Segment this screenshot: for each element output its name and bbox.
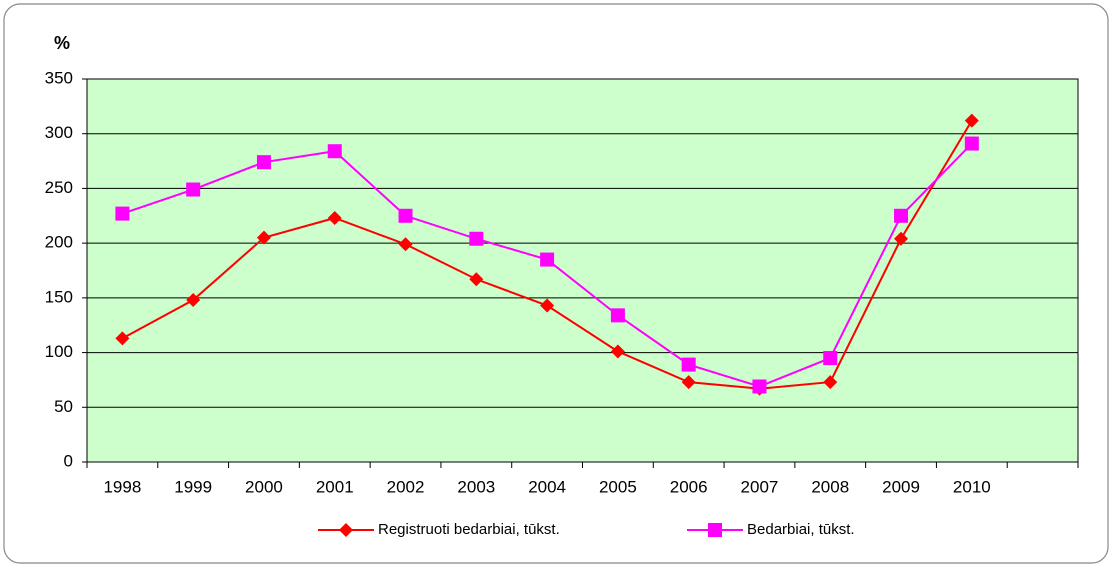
marker <box>708 523 722 537</box>
marker <box>894 208 909 223</box>
y-tick-label: 300 <box>45 123 73 142</box>
marker <box>540 298 555 313</box>
y-tick-label: 250 <box>45 178 73 197</box>
x-tick-label: 2008 <box>811 477 849 496</box>
marker <box>964 136 979 151</box>
x-tick-label: 2002 <box>387 477 425 496</box>
marker <box>256 155 271 170</box>
x-tick-label: 2010 <box>953 477 991 496</box>
marker <box>398 237 413 252</box>
marker <box>256 230 271 245</box>
x-tick-label: 1999 <box>174 477 212 496</box>
marker <box>540 252 555 267</box>
marker <box>610 344 625 359</box>
y-tick-label: 150 <box>45 287 73 306</box>
x-tick-label: 2007 <box>741 477 779 496</box>
marker <box>115 331 130 346</box>
y-tick-label: 100 <box>45 342 73 361</box>
legend-label: Registruoti bedarbiai, tūkst. <box>378 521 560 538</box>
x-tick-label: 2004 <box>528 477 566 496</box>
x-tick-label: 1998 <box>103 477 141 496</box>
x-tick-label: 2001 <box>316 477 354 496</box>
marker <box>681 357 696 372</box>
x-tick-label: 2003 <box>457 477 495 496</box>
marker <box>339 523 353 537</box>
marker <box>398 208 413 223</box>
marker <box>964 113 979 128</box>
marker <box>894 231 909 246</box>
y-tick-label: 50 <box>54 397 73 416</box>
marker <box>115 206 130 221</box>
marker <box>823 375 838 390</box>
y-tick-label: 200 <box>45 233 73 252</box>
marker <box>610 308 625 323</box>
legend-label: Bedarbiai, tūkst. <box>747 521 855 538</box>
y-axis-title: % <box>54 33 70 53</box>
marker <box>823 351 838 366</box>
marker <box>752 379 767 394</box>
x-tick-label: 2000 <box>245 477 283 496</box>
marker <box>469 272 484 287</box>
marker <box>327 144 342 159</box>
x-tick-label: 2009 <box>882 477 920 496</box>
y-tick-label: 0 <box>64 451 73 470</box>
marker <box>186 182 201 197</box>
marker <box>327 210 342 225</box>
marker <box>681 375 696 390</box>
y-tick-label: 350 <box>45 68 73 87</box>
x-tick-label: 2006 <box>670 477 708 496</box>
marker <box>469 231 484 246</box>
plot-area <box>86 78 1079 463</box>
x-tick-label: 2005 <box>599 477 637 496</box>
marker <box>186 293 201 308</box>
